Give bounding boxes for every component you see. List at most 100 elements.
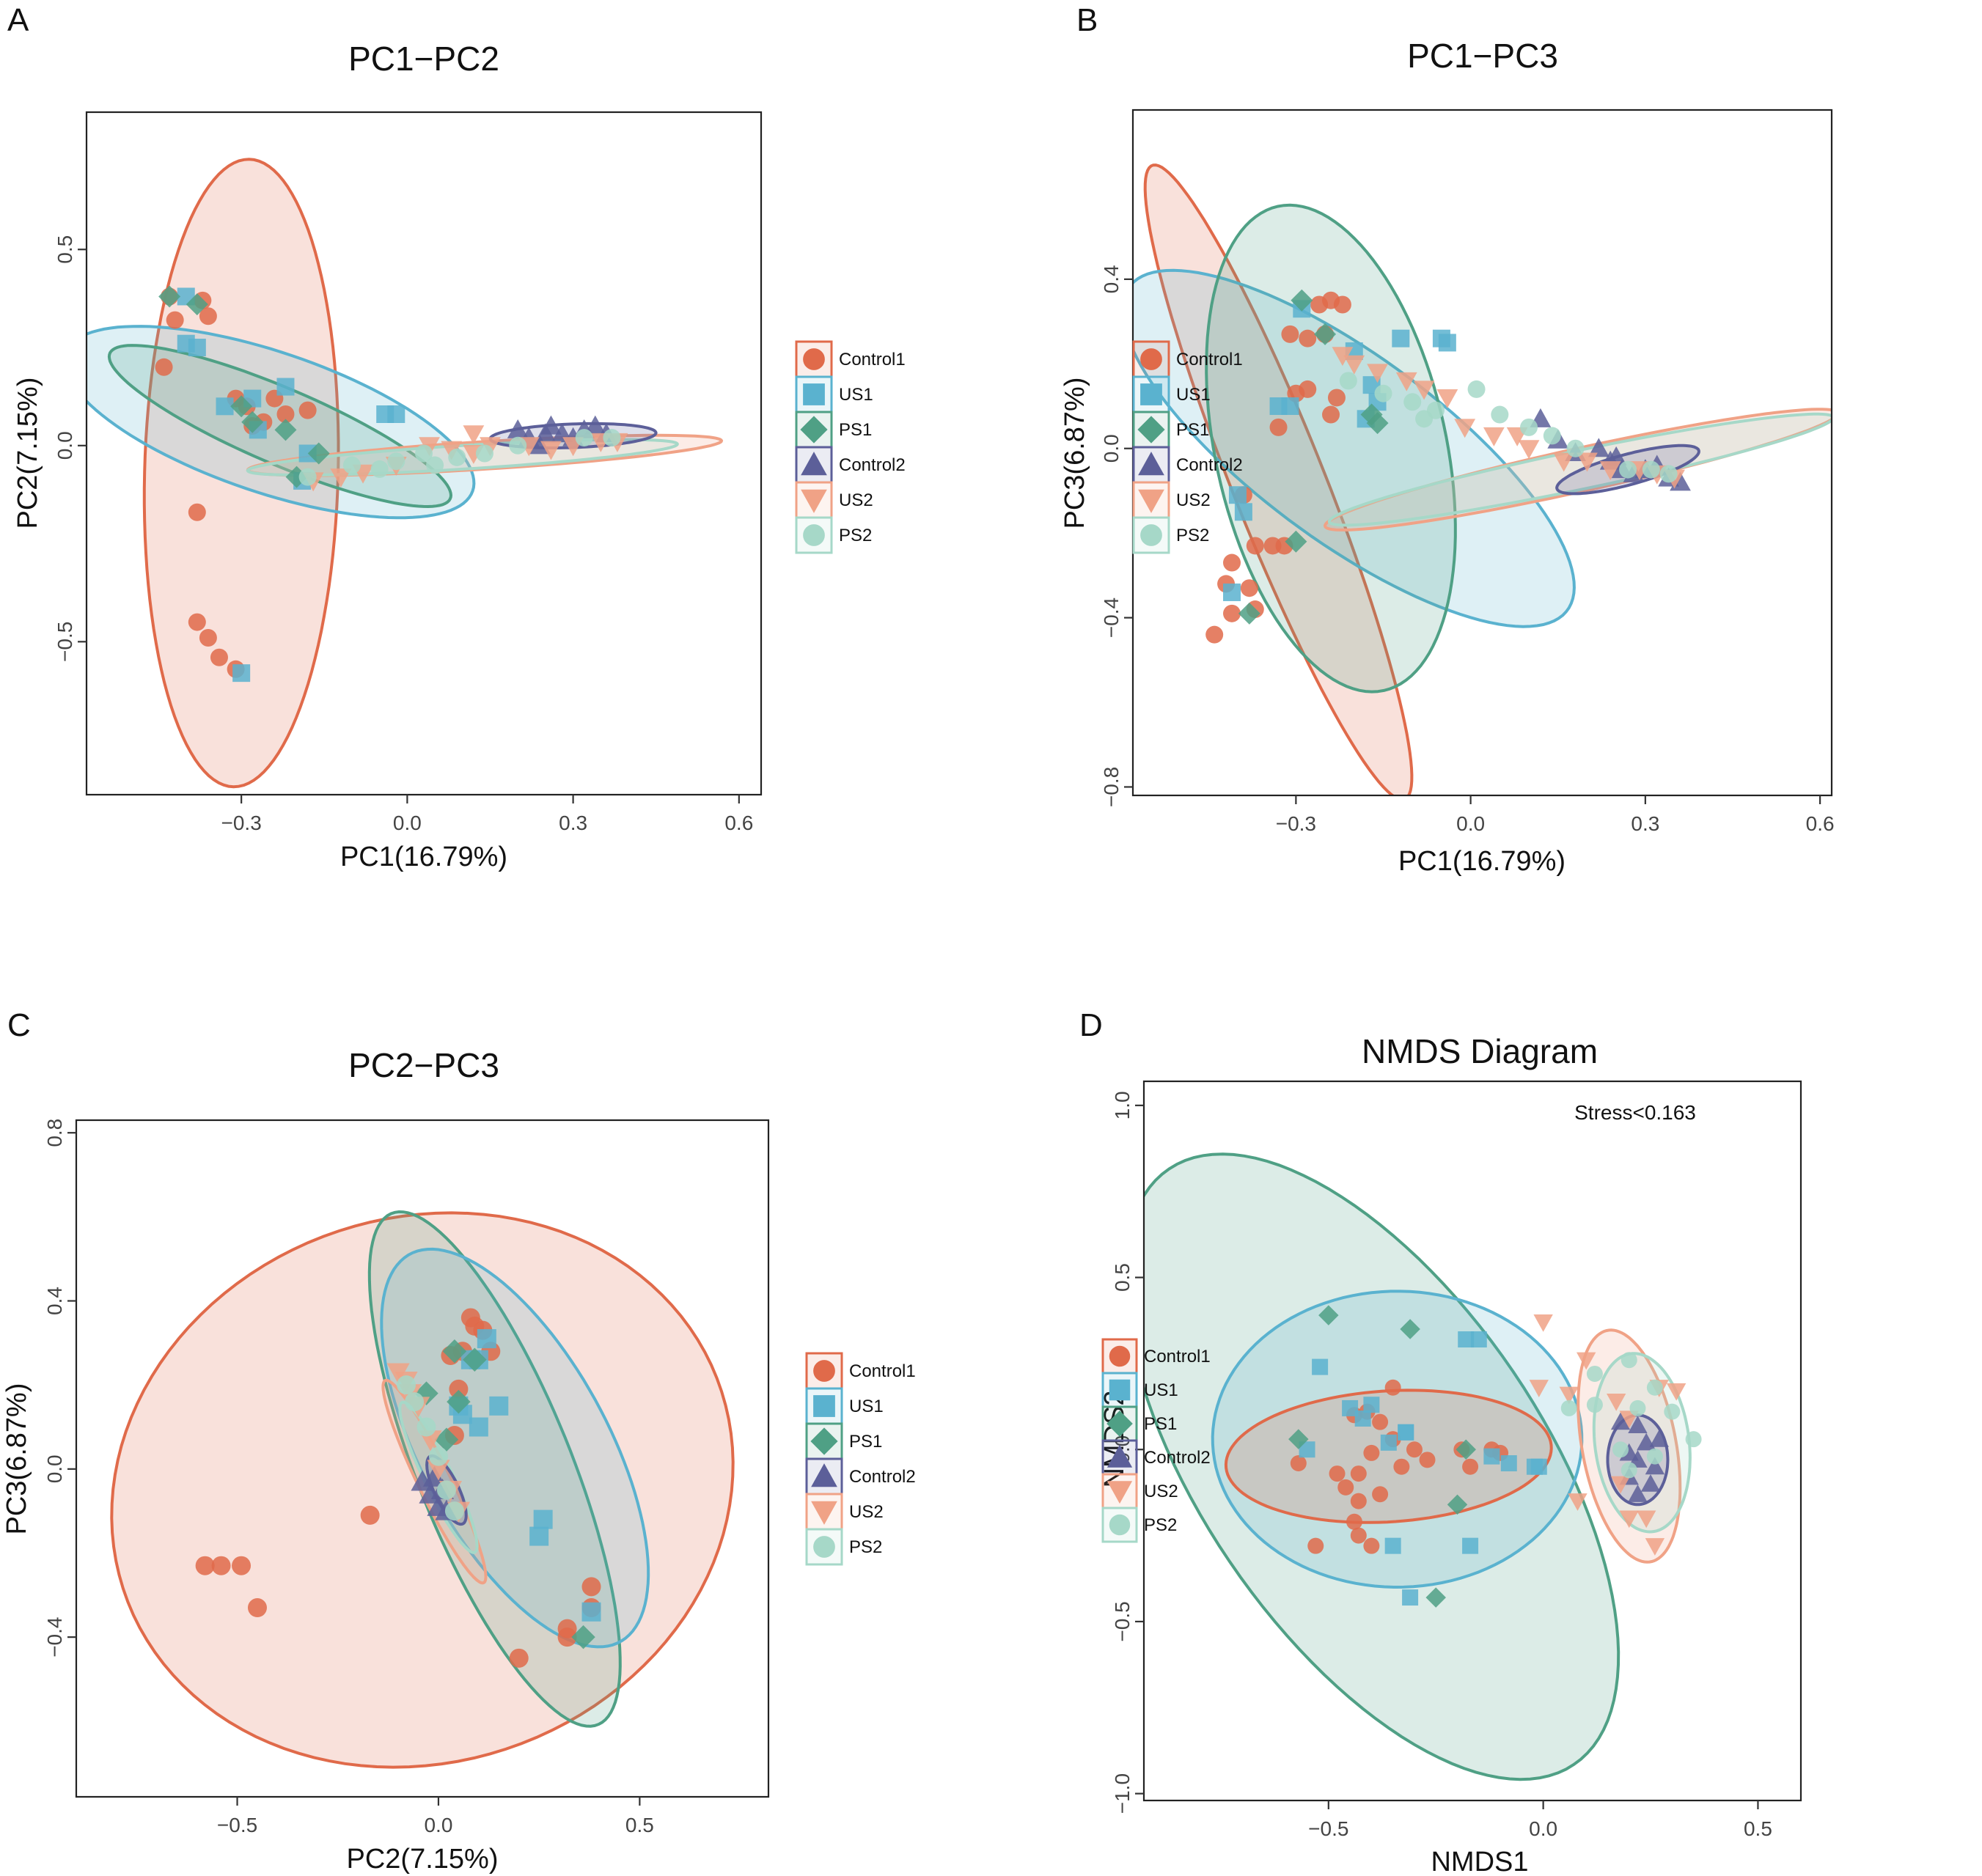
panel-d-point-us1 — [1384, 1537, 1401, 1554]
panel-b-point-ps2 — [1659, 465, 1678, 483]
panel-d-point-control1 — [1350, 1493, 1367, 1509]
panel-b-y-axis-title: PC3(6.87%) — [1060, 378, 1090, 529]
panel-d-point-ps2 — [1629, 1399, 1646, 1416]
panel-c-legend-label-ps2: PS2 — [849, 1537, 882, 1557]
panel-d-point-us2 — [1610, 1476, 1631, 1494]
panel-d-point-us1 — [1483, 1448, 1500, 1465]
panel-c-point-ps2 — [444, 1501, 464, 1521]
panel-d-legend-marker-ps2 — [1109, 1514, 1131, 1536]
panel-a-point-control1 — [276, 405, 295, 423]
panel-a-point-ps2 — [426, 456, 444, 474]
panel-a-point-us1 — [232, 664, 251, 683]
panel-b-point-ps2 — [1642, 460, 1660, 479]
panel-d-x-tick-label: 0.0 — [1529, 1817, 1557, 1840]
panel-d-point-control1 — [1329, 1465, 1346, 1482]
panel-b-point-us2 — [1553, 452, 1575, 472]
panel-b-legend: Control1 US1 PS1 Control2 US2 PS2 — [1132, 340, 1243, 554]
panel-b-point-control1 — [1322, 405, 1340, 424]
panel-b-x-tick-label: −0.3 — [1276, 812, 1316, 835]
panel-a-point-ps2 — [342, 456, 361, 474]
panel-a-point-control1 — [298, 401, 317, 419]
panel-d-point-us1 — [1530, 1458, 1547, 1475]
panel-b-legend-marker-control2 — [1138, 452, 1164, 476]
panel-b-x-tick-label: 0.3 — [1631, 812, 1659, 835]
panel-b-point-us2 — [1395, 372, 1417, 391]
panel-b-ellipse-control1 — [1143, 163, 1414, 795]
panel-a-point-ps1 — [307, 442, 330, 465]
panel-a-legend-label-us1: US1 — [839, 385, 873, 405]
panel-a-point-ps2 — [387, 452, 405, 471]
panel-c-y-tick-label: 0.4 — [43, 1287, 66, 1315]
panel-d-point-ps2 — [1586, 1397, 1603, 1413]
panel-b-point-us2 — [1436, 389, 1458, 408]
panel-c-legend-marker-ps1 — [810, 1427, 838, 1455]
panel-a-x-tick-label: 0.3 — [559, 812, 587, 834]
panel-b: B PC1−PC3 −0.3 0.0 0.3 0.6 −0.8 −0.4 0.0 0.4 PC… — [1060, 2, 1835, 877]
panel-d-point-ps1 — [1288, 1429, 1309, 1449]
panel-a-y-tick-label: 0.0 — [54, 431, 76, 460]
panel-d-title: NMDS Diagram — [1362, 1032, 1598, 1070]
panel-c-axes-layer: −0.5 0.0 0.5 −0.4 0.0 0.4 0.8 — [43, 1119, 654, 1836]
panel-d-point-us1 — [1312, 1358, 1329, 1375]
panel-b-legend-label-control1: Control1 — [1176, 350, 1243, 369]
panel-c-point-us1 — [581, 1602, 601, 1622]
panel-letter-c: C — [7, 1007, 31, 1043]
panel-b-legend-label-control2: Control2 — [1176, 455, 1243, 475]
panel-d-point-control1 — [1337, 1479, 1354, 1496]
panel-d-point-control2 — [1628, 1416, 1648, 1433]
panel-d-point-control2 — [1640, 1474, 1661, 1492]
panel-d-point-us1 — [1354, 1410, 1371, 1427]
panel-d-point-us2 — [1533, 1314, 1553, 1332]
panel-d-point-ps2 — [1646, 1448, 1663, 1465]
panel-b-point-control1 — [1246, 537, 1264, 555]
panel-b-point-control1 — [1299, 329, 1317, 347]
panel-a-point-ps2 — [575, 429, 593, 447]
panel-d-legend: Control1 US1 PS1 Control2 US2 PS2 — [1101, 1338, 1211, 1543]
panel-a-legend-marker-us2 — [801, 489, 827, 513]
panel-b-y-tick-label: 0.0 — [1100, 434, 1123, 463]
panel-c-x-axis-title: PC2(7.15%) — [347, 1844, 499, 1875]
panel-a-legend-label-control1: Control1 — [839, 350, 906, 369]
panel-c-point-control1 — [449, 1379, 469, 1399]
panel-b-point-us1 — [1438, 334, 1456, 352]
panel-a-point-ps1 — [230, 395, 253, 418]
panel-b-point-us2 — [1454, 419, 1476, 438]
panel-d-point-us2 — [1606, 1393, 1626, 1411]
panel-c-legend-label-us2: US2 — [849, 1502, 884, 1522]
panel-letter-a: A — [7, 2, 29, 38]
panel-a-x-axis-title: PC1(16.79%) — [340, 842, 507, 872]
panel-a-legend-marker-us1 — [803, 383, 825, 405]
panel-b-legend-label-us1: US1 — [1176, 385, 1211, 405]
panel-d-legend-marker-ps1 — [1106, 1410, 1133, 1437]
panel-d-point-us1 — [1500, 1455, 1517, 1472]
panel-b-point-ps2 — [1374, 384, 1392, 402]
panel-b-point-ps2 — [1467, 380, 1486, 398]
panel-a-point-control1 — [199, 628, 217, 647]
panel-b-point-control2 — [1605, 446, 1627, 466]
panel-b-point-control1 — [1333, 295, 1351, 314]
panel-d-point-us1 — [1398, 1424, 1414, 1441]
panel-b-y-tick-label: 0.4 — [1100, 265, 1123, 293]
panel-a-legend-label-ps2: PS2 — [839, 526, 872, 545]
panel-a-point-ps2 — [603, 429, 621, 447]
panel-c-point-us1 — [489, 1396, 509, 1416]
panel-b-point-control1 — [1223, 553, 1241, 572]
panel-d-legend-label-us2: US2 — [1144, 1482, 1178, 1501]
panel-c-point-control1 — [509, 1648, 529, 1668]
panel-b-point-ps1 — [1238, 602, 1260, 625]
panel-c-x-tick-label: 0.0 — [424, 1814, 452, 1836]
panel-a-y-axis-title: PC2(7.15%) — [12, 378, 43, 529]
panel-d-point-control1 — [1419, 1452, 1436, 1468]
panel-d-point-us1 — [1380, 1434, 1397, 1451]
panel-d: D NMDS Diagram −0.50.00.5−1.0−0.50.00.51… — [1079, 1007, 1802, 1876]
panel-c-y-axis-title: PC3(6.87%) — [1, 1383, 32, 1535]
panel-d-point-control1 — [1290, 1455, 1307, 1472]
panel-d-ellipse-control1 — [1224, 1388, 1553, 1524]
panel-a-legend-marker-control1 — [803, 348, 825, 370]
panel-d-y-tick-label: 1.0 — [1111, 1091, 1134, 1119]
panel-a-point-us1 — [188, 339, 206, 357]
panel-a-legend-key-us1 — [795, 375, 833, 413]
panel-a-point-control1 — [199, 307, 217, 325]
panel-b-x-tick-label: 0.0 — [1456, 812, 1485, 835]
panel-d-point-ps1 — [1318, 1305, 1339, 1325]
